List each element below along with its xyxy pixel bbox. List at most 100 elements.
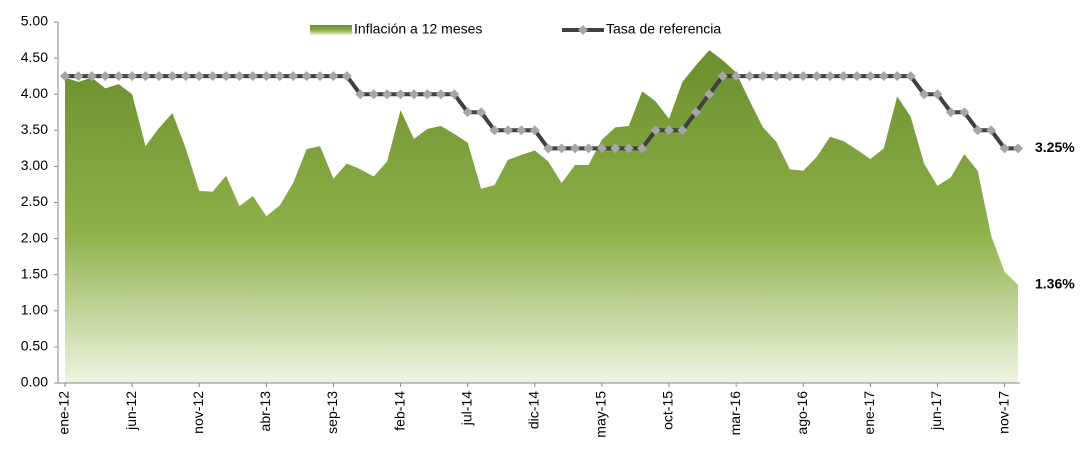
line xyxy=(65,74,1018,151)
marker xyxy=(167,71,178,82)
marker xyxy=(825,71,836,82)
x-tick-label: sep-13 xyxy=(324,391,340,434)
marker xyxy=(610,143,621,154)
marker xyxy=(422,89,433,100)
x-tick-label: jun-17 xyxy=(928,391,944,431)
marker xyxy=(462,107,473,118)
marker xyxy=(690,107,701,118)
marker xyxy=(650,125,661,136)
marker xyxy=(449,89,460,100)
marker xyxy=(999,143,1010,154)
x-tick-label: mar-16 xyxy=(727,391,743,436)
marker xyxy=(986,125,997,136)
x-tick-label: jun-12 xyxy=(123,391,139,431)
marker xyxy=(945,107,956,118)
marker xyxy=(556,143,567,154)
marker xyxy=(570,143,581,154)
marker xyxy=(355,89,366,100)
marker xyxy=(919,89,930,100)
marker xyxy=(851,71,862,82)
marker xyxy=(892,71,903,82)
marker xyxy=(180,71,191,82)
marker xyxy=(677,125,688,136)
marker xyxy=(341,71,352,82)
marker xyxy=(529,125,540,136)
marker xyxy=(543,143,554,154)
x-tick-label: may-15 xyxy=(593,391,609,438)
y-tick-label: 2.00 xyxy=(21,229,48,245)
x-tick-label: nov-17 xyxy=(995,391,1011,434)
x-tick-label: nov-12 xyxy=(190,391,206,434)
x-tick-label: dic-14 xyxy=(525,391,541,429)
marker xyxy=(395,89,406,100)
y-tick-label: 0.00 xyxy=(21,374,48,390)
marker xyxy=(583,143,594,154)
x-tick-label: abr-13 xyxy=(257,391,273,432)
marker xyxy=(153,71,164,82)
y-tick-label: 5.00 xyxy=(21,13,48,29)
marker xyxy=(382,89,393,100)
marker xyxy=(798,71,809,82)
x-tick-label: ene-12 xyxy=(56,391,72,435)
y-tick-label: 3.50 xyxy=(21,121,48,137)
marker xyxy=(247,71,258,82)
marker xyxy=(623,143,634,154)
marker xyxy=(959,107,970,118)
marker xyxy=(744,71,755,82)
marker xyxy=(784,71,795,82)
x-tick-label: feb-14 xyxy=(391,391,407,431)
y-tick-label: 1.00 xyxy=(21,302,48,318)
marker xyxy=(113,71,124,82)
marker xyxy=(502,125,513,136)
marker xyxy=(905,71,916,82)
area xyxy=(65,50,1018,384)
marker xyxy=(596,143,607,154)
marker xyxy=(207,71,218,82)
y-tick-label: 3.00 xyxy=(21,157,48,173)
y-tick-label: 2.50 xyxy=(21,193,48,209)
marker xyxy=(1013,143,1023,154)
value-label: 3.25% xyxy=(1035,139,1075,155)
marker xyxy=(408,89,419,100)
marker xyxy=(972,125,983,136)
marker xyxy=(261,71,272,82)
marker xyxy=(878,71,889,82)
marker xyxy=(127,71,138,82)
marker xyxy=(771,71,782,82)
y-tick-label: 0.50 xyxy=(21,338,48,354)
marker xyxy=(704,89,715,100)
x-tick-label: jul-14 xyxy=(458,391,474,426)
marker xyxy=(60,71,70,82)
marker xyxy=(100,71,111,82)
marker xyxy=(328,71,339,82)
marker xyxy=(865,71,876,82)
marker xyxy=(731,71,742,82)
marker xyxy=(489,125,500,136)
legend-marker xyxy=(578,25,588,35)
marker xyxy=(140,71,151,82)
marker xyxy=(757,71,768,82)
marker xyxy=(194,71,205,82)
x-tick-label: oct-15 xyxy=(660,391,676,430)
marker xyxy=(838,71,849,82)
marker xyxy=(274,71,285,82)
marker xyxy=(717,71,728,82)
marker xyxy=(932,89,943,100)
marker xyxy=(516,125,527,136)
marker xyxy=(234,71,245,82)
marker xyxy=(637,143,648,154)
marker xyxy=(301,71,312,82)
legend-label: Tasa de referencia xyxy=(606,21,721,37)
x-tick-label: ene-17 xyxy=(861,391,877,435)
marker xyxy=(221,71,232,82)
marker xyxy=(435,89,446,100)
y-tick-label: 4.50 xyxy=(21,49,48,65)
marker xyxy=(86,71,97,82)
marker xyxy=(664,125,675,136)
marker xyxy=(368,89,379,100)
marker xyxy=(476,107,487,118)
y-tick-label: 4.00 xyxy=(21,85,48,101)
legend-label: Inflación a 12 meses xyxy=(354,21,482,37)
marker xyxy=(73,71,84,82)
